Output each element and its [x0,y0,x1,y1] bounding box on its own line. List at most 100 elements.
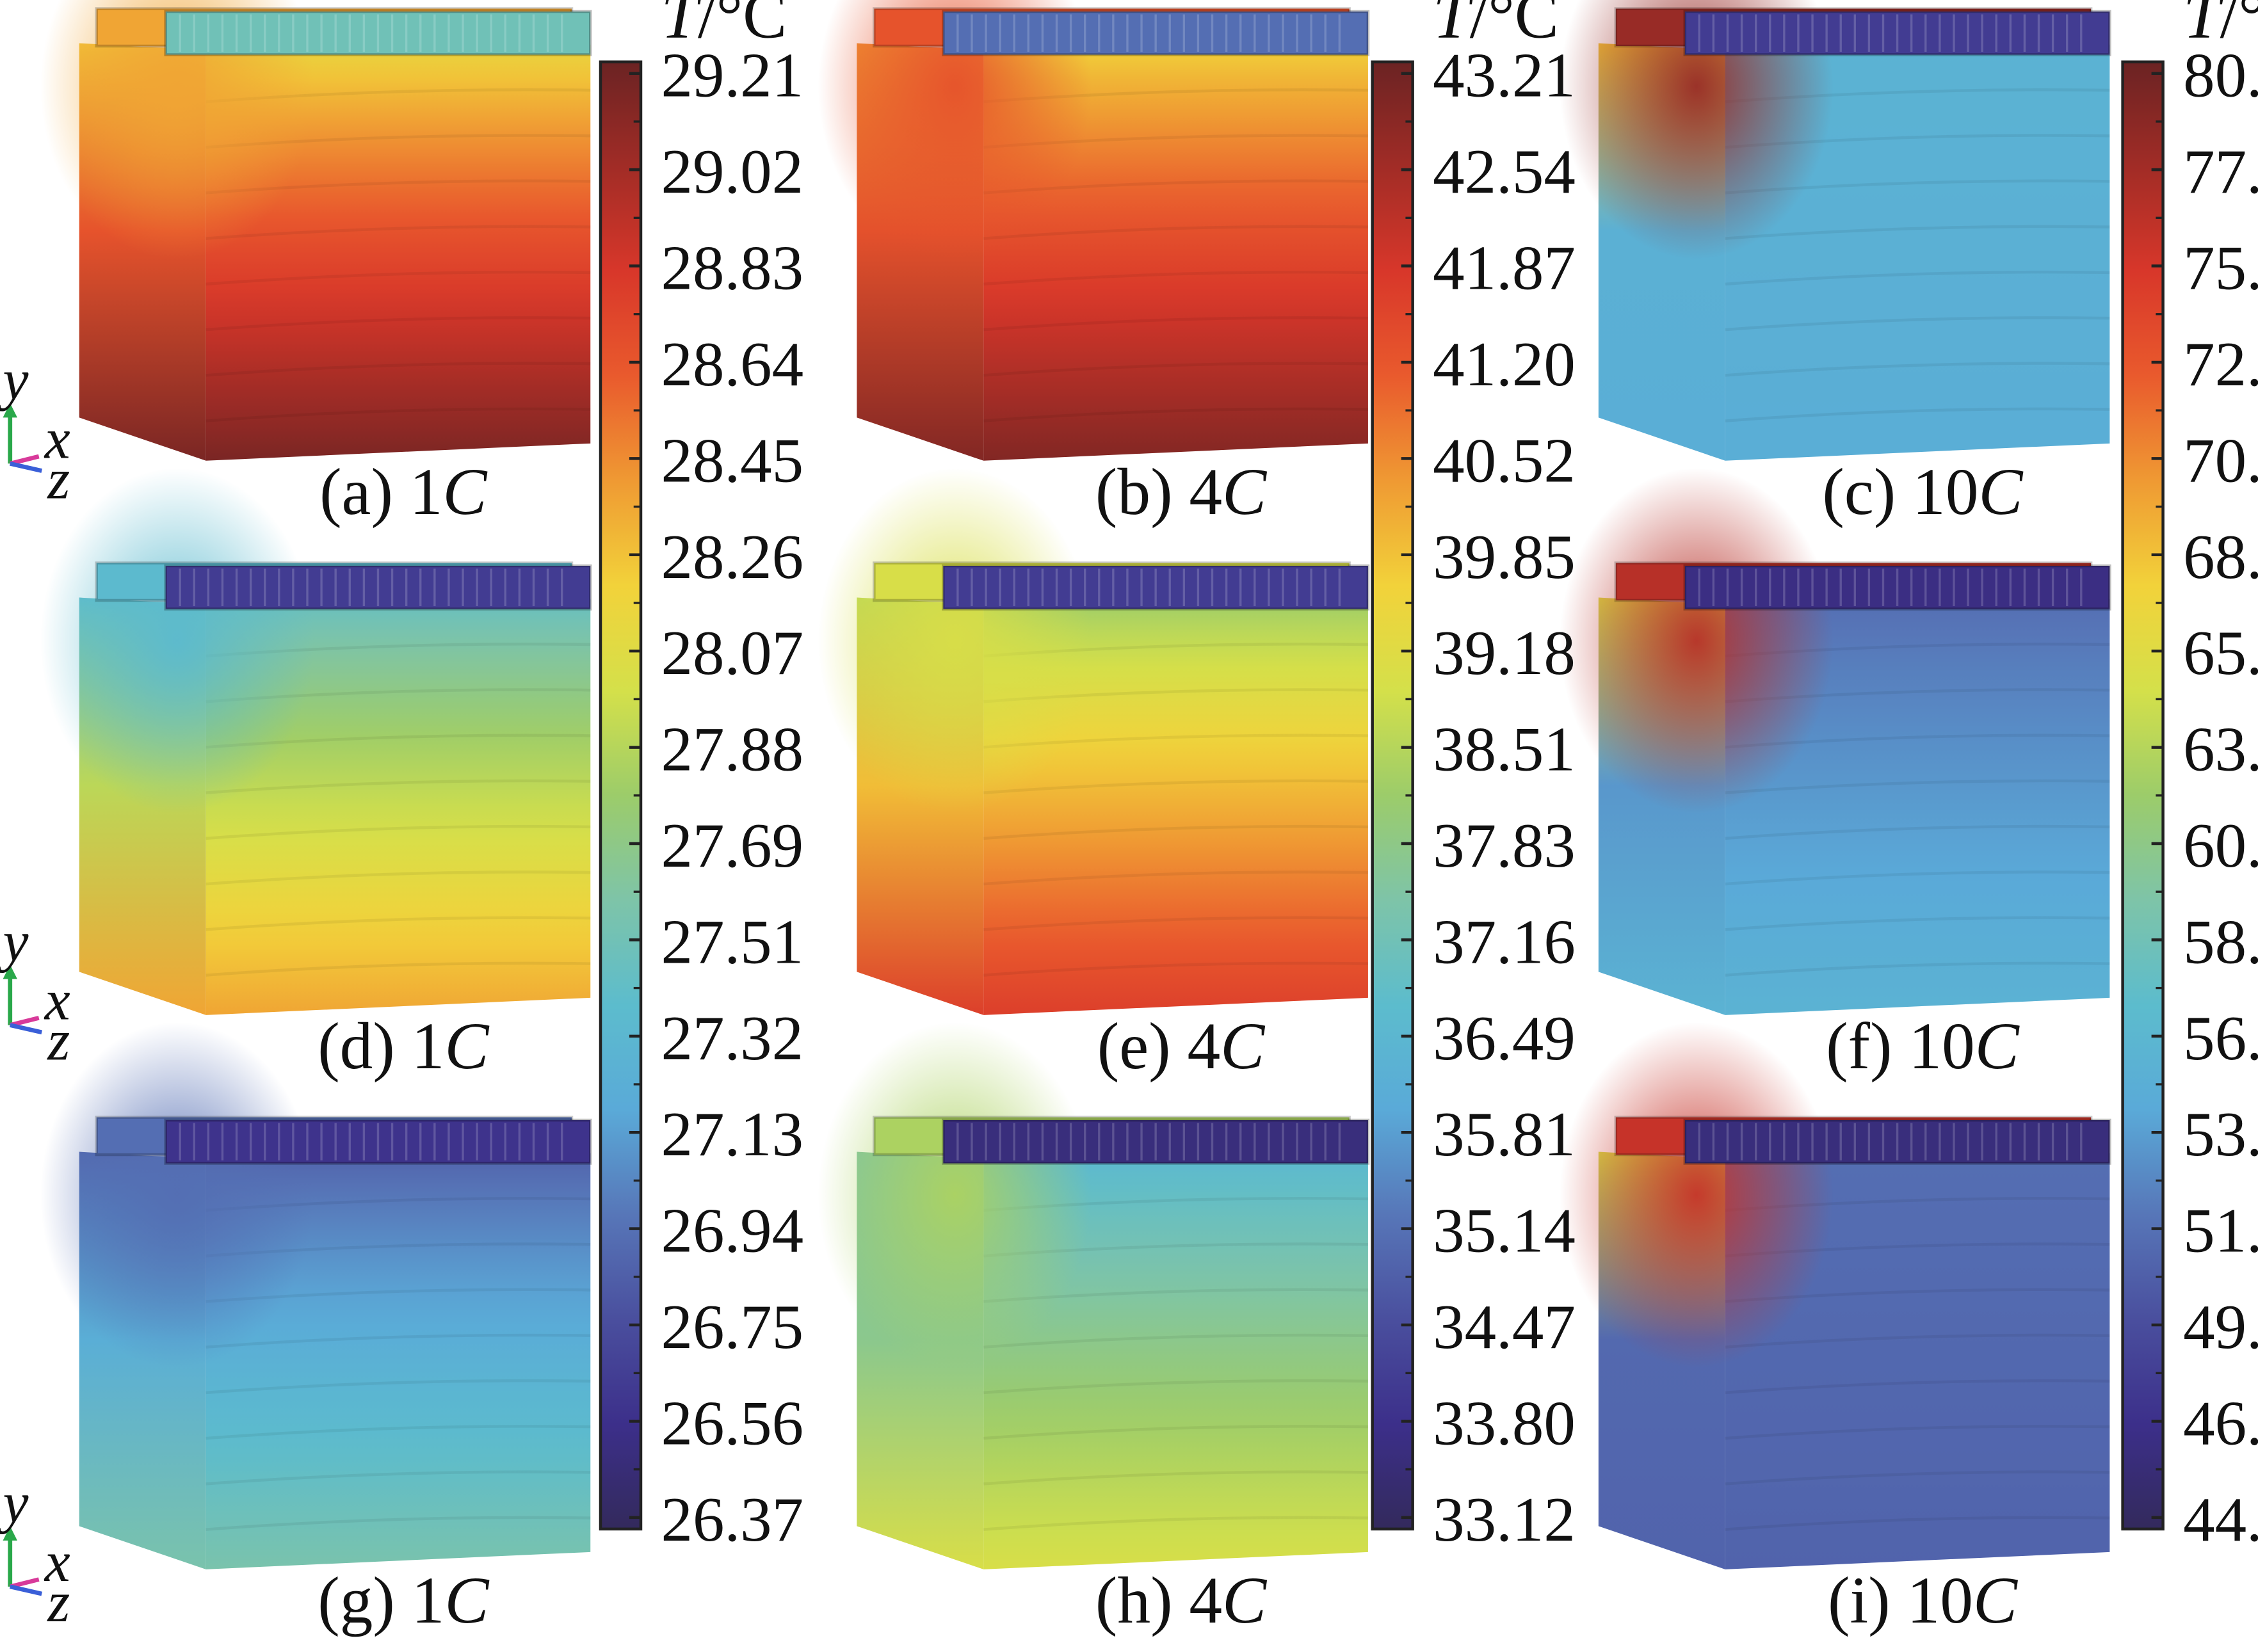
contour-line [1725,916,2110,931]
contour-line [1725,1425,2110,1440]
contour-line [1725,1379,2110,1395]
colorbar-tick-label: 58.59 [2183,907,2258,977]
hot-spot [1560,1022,1834,1368]
contour-line [983,1516,1368,1531]
contour-line [1725,270,2110,286]
contour-line [983,1333,1368,1349]
colorbar-tick-label: 27.88 [661,715,803,785]
colorbar-title-var: T [1433,0,1474,52]
contour-line [983,1470,1368,1486]
colorbar-tick-label: 28.83 [661,234,803,303]
contour-line [983,870,1368,886]
contour-line [983,316,1368,332]
contour-line [1725,1333,2110,1349]
z-axis-arrow [9,461,42,473]
colorbar-tick-label: 26.37 [661,1485,803,1555]
contour-line [206,1470,591,1486]
tab-strip [942,1118,1370,1165]
contour-line [206,916,591,931]
z-axis-label: z [46,1571,70,1634]
panel-i: (i) 10C [1560,1022,2111,1637]
tab-strip [942,564,1370,611]
colorbar-tick-label: 43.21 [1433,41,1576,111]
hot-spot [818,0,1092,259]
colorbars: T/°C29.2129.0228.8328.6428.4528.2628.072… [599,0,2258,1555]
x-axis-arrow [9,454,40,466]
caption-label: (c) 10 [1822,456,1978,529]
colorbar-title: T/°C [1433,0,1559,52]
caption-rate: C [1975,1010,2020,1083]
hot-spot [818,468,1092,814]
colorbar-tick-label: 39.18 [1433,618,1576,688]
colorbar-title: T/°C [2183,0,2258,52]
colorbar-tick-label: 26.75 [661,1292,803,1362]
colorbar-title-unit: /°C [1470,0,1559,52]
colorbar-tick-label: 60.97 [2183,811,2258,881]
colorbar-tick-label: 63.35 [2183,715,2258,785]
contour-line [1725,316,2110,332]
colorbar-tick-label: 42.54 [1433,137,1576,207]
caption-rate: C [443,456,488,529]
tab-strip [164,10,592,56]
colorbar-tick-label: 35.81 [1433,1100,1576,1169]
axis-triad-3: yxz [0,1472,70,1634]
colorbar-2: T/°C43.21 42.54 41.87 41.20 40.52 39.85 39.18 3… [1371,0,1576,1555]
panel-caption: (b) 4C [1095,456,1267,529]
colorbar-tick-label: 27.13 [661,1100,803,1169]
contour-line [983,824,1368,840]
z-axis-label: z [46,447,70,511]
colorbar-title: T/°C [661,0,787,52]
panel-g: (g) 1C [40,1022,592,1637]
contour-line [983,1379,1368,1395]
panel-caption: (a) 1C [319,456,487,529]
colorbar-tick-label: 70.49 [2183,426,2258,495]
contour-line [206,362,591,377]
panel-c: (c) 10C [1560,0,2111,529]
panel-caption: (d) 1C [318,1010,489,1083]
panel-caption: (h) 4C [1095,1564,1267,1637]
x-axis-label: x [44,969,70,1032]
panel-d: (d) 1C [40,468,592,1083]
hot-spot [40,1022,314,1368]
panel-caption: (e) 4C [1097,1010,1265,1083]
x-axis-arrow [9,1577,40,1589]
colorbar-tick-label: 40.52 [1433,426,1576,495]
contour-line [1725,1516,2110,1531]
contour-line [206,961,591,977]
contour-line [206,316,591,332]
hot-spot [40,0,314,259]
caption-label: (e) 4 [1097,1010,1220,1083]
contour-line [1725,362,2110,377]
colorbar-tick-label: 68.11 [2183,522,2258,592]
caption-rate: C [1973,1564,2018,1637]
colorbar-title-var: T [661,0,702,52]
colorbar-tick-label: 80.02 [2183,41,2258,111]
y-axis-label: y [0,910,28,973]
colorbar-tick-label: 41.87 [1433,234,1576,303]
z-axis-arrow [9,1584,42,1596]
caption-label: (g) 1 [318,1564,444,1637]
axis-triad-1: yxz [0,348,70,511]
colorbar-tick-label: 44.30 [2183,1485,2258,1555]
panel-b: (b) 4C [818,0,1370,529]
contour-line [206,779,591,794]
colorbar-tick-label: 28.45 [661,426,803,495]
colorbar-tick-label: 33.80 [1433,1388,1576,1458]
caption-label: (f) 10 [1826,1010,1975,1083]
axis-triad-2: yxz [0,910,70,1072]
colorbar-tick-label: 46.68 [2183,1388,2258,1458]
x-axis-label: x [44,1530,70,1594]
colorbar-tick-label: 27.32 [661,1004,803,1073]
caption-label: (d) 1 [318,1010,444,1083]
colorbar-tick-label: 49.06 [2183,1292,2258,1362]
contour-line [1725,407,2110,422]
contour-line [983,362,1368,377]
colorbar-tick-label: 26.56 [661,1388,803,1458]
contour-line [983,961,1368,977]
colorbar-tick-label: 53.82 [2183,1100,2258,1169]
y-axis-label: y [0,1472,28,1535]
colorbar-tick-label: 41.20 [1433,330,1576,399]
z-axis-label: z [46,1009,70,1073]
tab-strip [942,10,1370,56]
